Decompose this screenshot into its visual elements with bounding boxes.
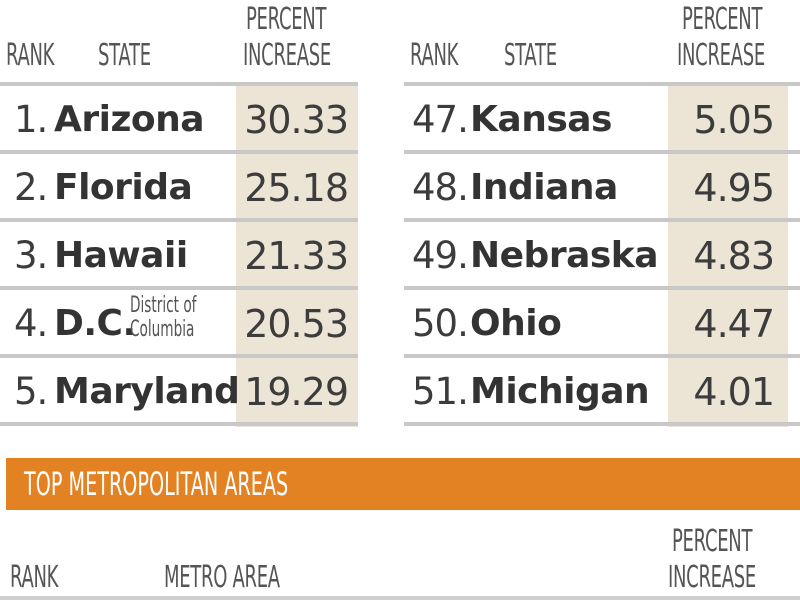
table-bottom-rule	[0, 422, 358, 426]
percent-cell: 20.53	[244, 302, 349, 346]
metro-percent-header-line2: INCREASE	[668, 560, 756, 595]
metro-rank-header: RANK	[10, 560, 59, 595]
percent-cell: 25.18	[244, 166, 349, 210]
state-note-line2: Columbia	[130, 317, 195, 342]
table-bottom-rule	[404, 422, 800, 426]
state-cell: Hawaii	[54, 235, 188, 276]
rank-cell: 4.	[14, 302, 48, 345]
state-cell: Michigan	[470, 371, 650, 412]
state-cell: Nebraska	[470, 235, 659, 276]
right-state-header: STATE	[504, 38, 557, 73]
table-row: 1. Arizona 30.33	[0, 82, 358, 150]
percent-cell: 30.33	[244, 98, 349, 142]
rank-cell: 47.	[412, 98, 469, 141]
rank-cell: 48.	[412, 166, 469, 209]
rank-cell: 3.	[14, 234, 48, 277]
percent-column-shade	[668, 82, 788, 427]
rank-cell: 51.	[412, 370, 469, 413]
table-row: 51. Michigan 4.01	[404, 354, 800, 422]
percent-cell: 5.05	[693, 98, 775, 142]
percent-cell: 4.95	[693, 166, 775, 210]
table-row: 50. Ohio 4.47	[404, 286, 800, 354]
left-rank-header: RANK	[6, 38, 55, 73]
metro-area-header: METRO AREA	[164, 560, 280, 595]
rank-cell: 1.	[14, 98, 48, 141]
percent-column-shade	[236, 82, 358, 427]
state-cell: Florida	[54, 167, 193, 208]
metro-section-banner: TOP METROPOLITAN AREAS	[6, 458, 800, 510]
table-row: 2. Florida 25.18	[0, 150, 358, 218]
left-state-header: STATE	[98, 38, 151, 73]
state-cell: Indiana	[470, 167, 618, 208]
percent-cell: 4.01	[693, 370, 775, 414]
state-cell: D.C.	[54, 303, 136, 344]
table-row: 48. Indiana 4.95	[404, 150, 800, 218]
percent-cell: 19.29	[244, 370, 349, 414]
metro-section-title: TOP METROPOLITAN AREAS	[24, 465, 289, 503]
metro-header-rule	[0, 596, 800, 600]
state-cell: Ohio	[470, 303, 562, 344]
state-cell: Kansas	[470, 99, 612, 140]
right-rank-header: RANK	[410, 38, 459, 73]
rank-cell: 2.	[14, 166, 48, 209]
percent-cell: 4.83	[693, 234, 775, 278]
rank-cell: 49.	[412, 234, 469, 277]
percent-cell: 4.47	[693, 302, 775, 346]
table-row: 3. Hawaii 21.33	[0, 218, 358, 286]
state-note-line1: District of	[130, 293, 197, 318]
state-cell: Maryland	[54, 371, 240, 412]
rank-cell: 50.	[412, 302, 469, 345]
left-percent-header-line2: INCREASE	[243, 38, 331, 73]
metro-percent-header-line1: PERCENT	[672, 524, 753, 559]
rank-cell: 5.	[14, 370, 48, 413]
state-cell: Arizona	[54, 99, 205, 140]
right-percent-header-line1: PERCENT	[682, 2, 763, 37]
table-row: 47. Kansas 5.05	[404, 82, 800, 150]
left-percent-header-line1: PERCENT	[246, 2, 327, 37]
table-row: 4. D.C. District of Columbia 20.53	[0, 286, 358, 354]
table-row: 5. Maryland 19.29	[0, 354, 358, 422]
right-percent-header-line2: INCREASE	[677, 38, 765, 73]
table-row: 49. Nebraska 4.83	[404, 218, 800, 286]
percent-cell: 21.33	[244, 234, 349, 278]
state-note: District of Columbia	[130, 294, 196, 342]
